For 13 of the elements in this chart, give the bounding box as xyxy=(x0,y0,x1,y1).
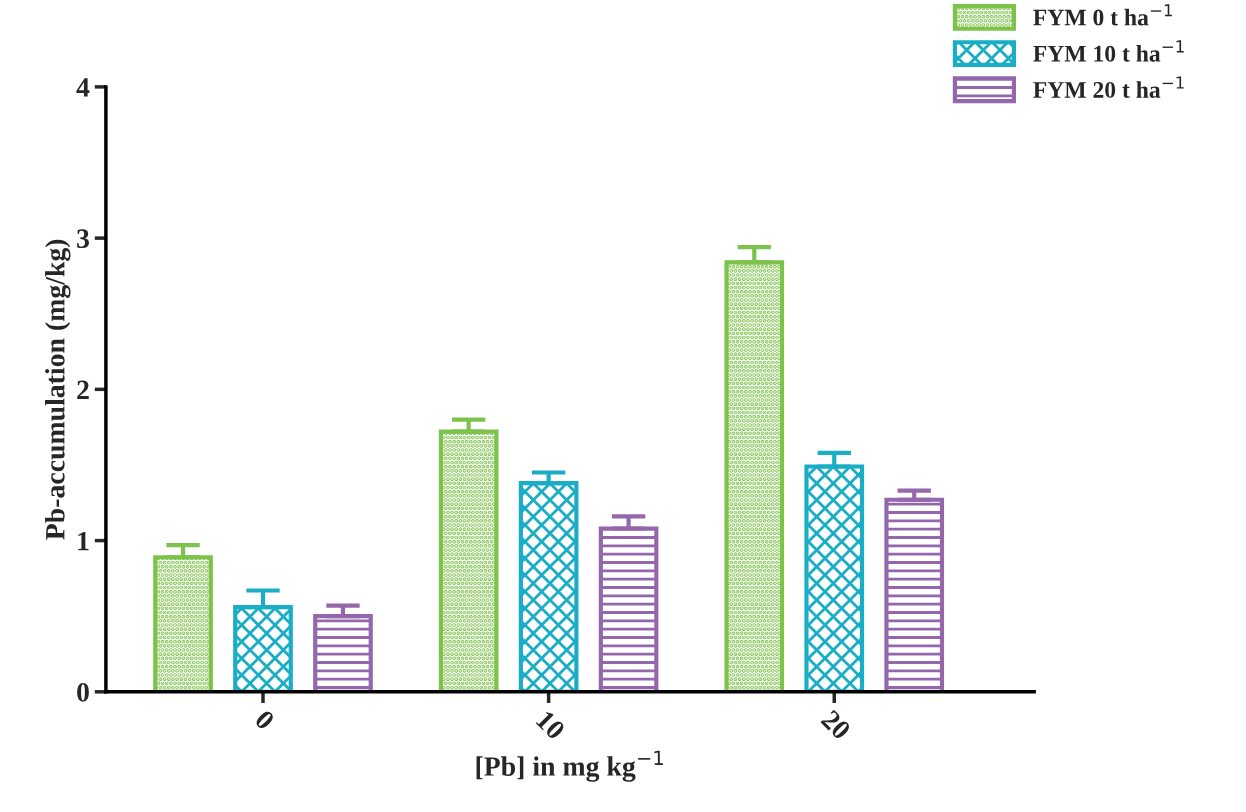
legend-label: FYM 0 t ha$^{−1}$ xyxy=(1033,4,1172,26)
legend-label: FYM 20 t ha$^{−1}$ xyxy=(1033,76,1184,98)
y-tick-label: 1 xyxy=(78,531,89,551)
y-tick-label: 2 xyxy=(77,380,89,399)
x-tick-label: 20 xyxy=(820,709,852,741)
x-axis-title: [Pb] in mg kg$^{−1}$ xyxy=(476,750,663,782)
y-tick-label: 4 xyxy=(76,78,90,97)
y-axis-title: Pb-accumulation (mg/kg) xyxy=(45,239,71,540)
y-tick-label: 0 xyxy=(77,682,89,702)
y-tick-label: 3 xyxy=(77,229,89,249)
legend-label: FYM 10 t ha$^{−1}$ xyxy=(1033,40,1184,62)
x-tick-label: 10 xyxy=(535,709,567,741)
x-tick-label: 0 xyxy=(253,709,276,731)
